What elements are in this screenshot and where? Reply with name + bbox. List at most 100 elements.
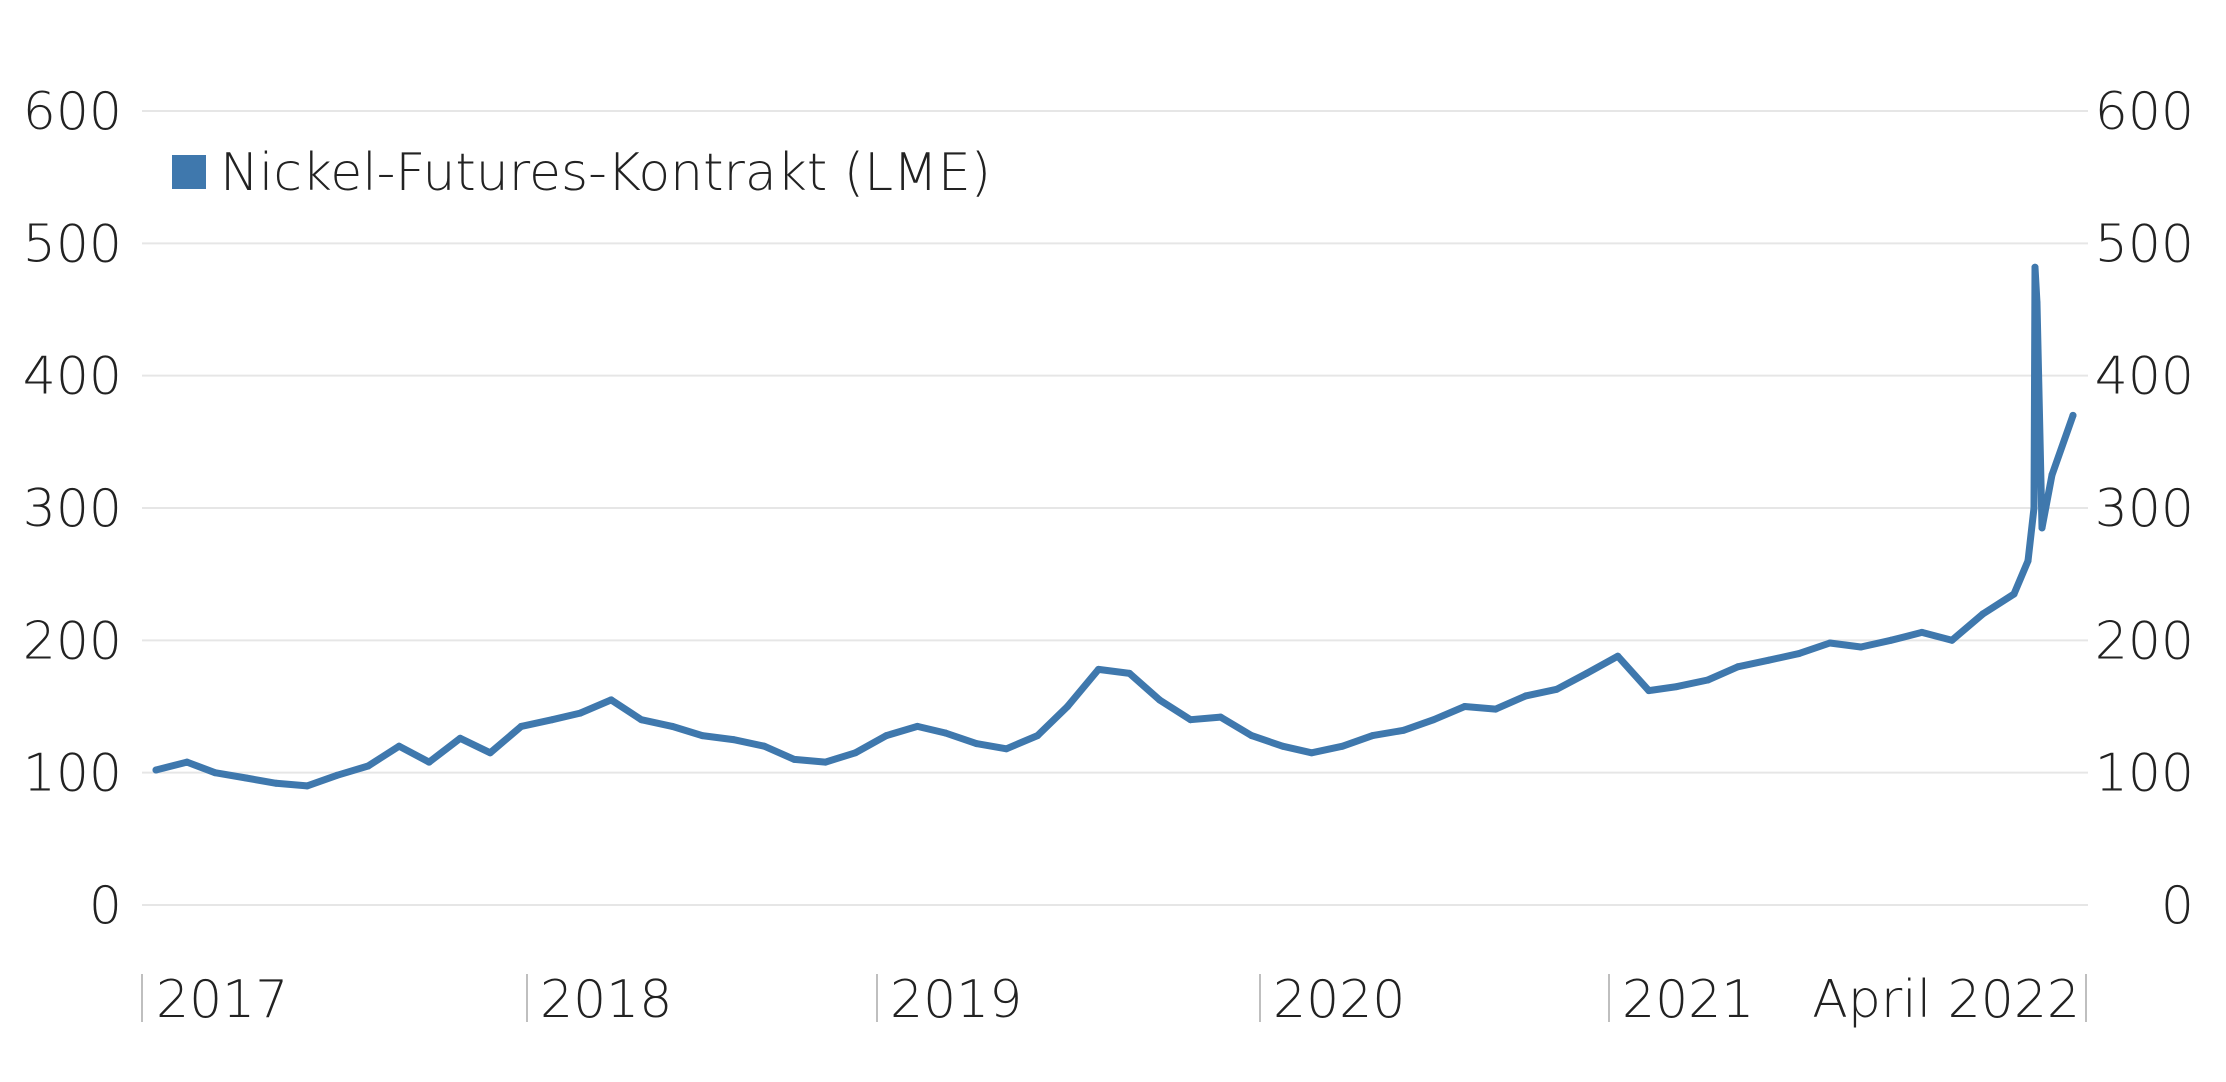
x-tick-label: 2021 (1622, 970, 1754, 1030)
data-point (152, 766, 160, 774)
legend-label: Nickel-Futures-Kontrakt (LME) (220, 143, 991, 203)
y-tick-label-right: 0 (2161, 876, 2194, 936)
data-point (1948, 636, 1956, 644)
y-tick-label-left: 300 (23, 479, 122, 539)
data-point (1492, 705, 1500, 713)
data-point (1645, 687, 1653, 695)
data-point (425, 758, 433, 766)
data-point (637, 716, 645, 724)
data-point (183, 758, 191, 766)
data-point (1734, 663, 1742, 671)
y-tick-label-right: 600 (2095, 82, 2194, 142)
legend-swatch (172, 155, 206, 189)
y-tick-label-right: 100 (2095, 744, 2194, 804)
data-point (1156, 696, 1163, 704)
data-point (486, 749, 494, 757)
x-tick-label: April 2022 (1812, 970, 2080, 1030)
y-tick-label-left: 200 (23, 611, 122, 671)
data-point (1979, 610, 1987, 618)
data-point (303, 782, 311, 790)
data-point (456, 734, 464, 742)
y-tick-label-left: 600 (23, 82, 122, 142)
data-point (1887, 636, 1895, 644)
data-point (1583, 669, 1591, 677)
data-point (272, 779, 280, 787)
series-layer (152, 263, 2077, 790)
data-point (1522, 692, 1530, 700)
x-tick-label: 2019 (890, 970, 1022, 1030)
data-point (1279, 742, 1287, 750)
data-point (1369, 732, 1377, 740)
data-point (548, 716, 556, 724)
data-point (607, 696, 615, 704)
data-point (242, 774, 250, 782)
x-tick-label: 2020 (1273, 970, 1405, 1030)
data-point (1002, 745, 1010, 753)
data-point (1400, 726, 1408, 734)
x-tick-label: 2018 (540, 970, 672, 1030)
data-point (1430, 716, 1438, 724)
y-tick-label-right: 300 (2095, 479, 2194, 539)
y-tick-label-right: 500 (2095, 214, 2194, 274)
y-axis-right: 0 100 200 300 400 500 600 (2095, 82, 2194, 936)
data-point (1461, 703, 1469, 710)
data-point (851, 749, 859, 757)
data-point (668, 722, 676, 730)
data-point (1308, 749, 1316, 757)
data-point (1064, 703, 1071, 710)
data-point (913, 722, 921, 730)
data-point (1614, 652, 1622, 660)
data-point (821, 758, 829, 766)
y-axis-left: 0 100 200 300 400 500 600 (23, 82, 122, 936)
data-point (2033, 299, 2041, 307)
data-point (941, 729, 949, 737)
data-point (1704, 676, 1712, 684)
data-point (1126, 669, 1133, 677)
data-point (364, 762, 372, 770)
y-tick-label-right: 400 (2095, 347, 2194, 407)
y-tick-label-left: 500 (23, 214, 122, 274)
data-point (2048, 471, 2056, 479)
data-point (1673, 683, 1681, 691)
gridlines (142, 110, 2088, 906)
y-tick-label-left: 400 (23, 347, 122, 407)
data-point (1095, 665, 1102, 673)
data-point (1765, 656, 1773, 664)
data-point (2069, 411, 2077, 419)
data-point (395, 742, 403, 750)
data-point (2024, 557, 2032, 565)
legend: Nickel-Futures-Kontrakt (LME) (172, 143, 991, 203)
data-point (1918, 628, 1926, 636)
data-point (2031, 263, 2039, 271)
data-point (1553, 685, 1561, 693)
data-point (1795, 650, 1803, 658)
x-axis: 2017 2018 2019 2020 2021 April 2022 (141, 970, 2087, 1030)
data-point (517, 722, 525, 730)
data-point (729, 736, 737, 744)
data-point (576, 709, 584, 717)
data-point (698, 732, 706, 740)
data-point (1248, 732, 1256, 740)
series-line (152, 263, 2077, 790)
data-point (1826, 639, 1834, 647)
data-point (790, 755, 798, 763)
data-point (211, 769, 219, 777)
data-point (1217, 713, 1225, 721)
y-tick-label-left: 100 (23, 744, 122, 804)
data-point (1187, 716, 1194, 724)
data-point (2030, 504, 2038, 512)
data-point (2010, 590, 2018, 598)
y-tick-label-right: 200 (2095, 611, 2194, 671)
data-point (2038, 524, 2046, 532)
y-tick-label-left: 0 (89, 876, 122, 936)
x-tick-label: 2017 (156, 970, 288, 1030)
data-point (333, 771, 341, 779)
data-point (1034, 732, 1041, 740)
data-point (972, 740, 980, 748)
data-point (1857, 643, 1865, 651)
data-point (760, 742, 768, 750)
data-point (882, 732, 890, 740)
data-point (1339, 742, 1347, 750)
